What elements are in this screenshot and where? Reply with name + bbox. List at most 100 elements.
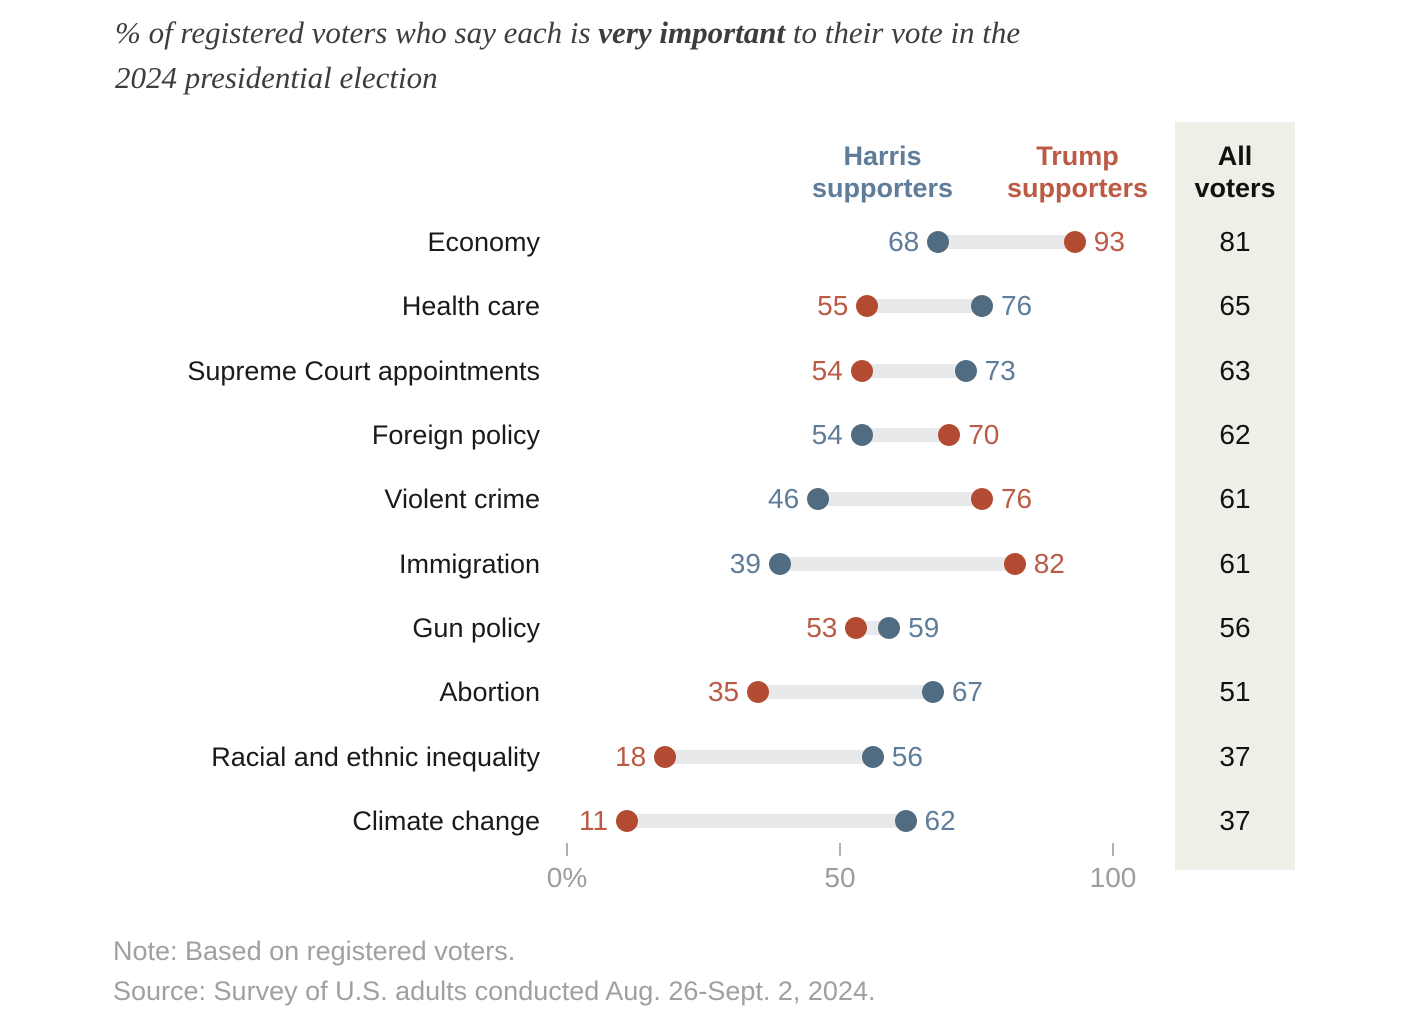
harris-dot — [921, 681, 944, 703]
category-label: Climate change — [352, 806, 540, 836]
chart-title: % of registered voters who say each is v… — [115, 10, 1305, 100]
all-voters-value: 81 — [1219, 226, 1251, 257]
all-voters-value: 61 — [1219, 548, 1251, 579]
harris-supporters-header: Harris supporters — [811, 141, 954, 203]
table-row: Climate change 11 62 37 — [0, 789, 1404, 853]
table-row: Economy 68 93 81 — [0, 210, 1404, 274]
dumbbell: 46 76 — [567, 467, 1113, 531]
dumbbell: 39 82 — [567, 532, 1113, 596]
all-voters-header: All voters — [1194, 141, 1276, 203]
all-voters-value: 37 — [1219, 805, 1251, 836]
harris-value: 68 — [888, 226, 920, 257]
harris-dot — [878, 617, 901, 639]
dumbbell: 54 73 — [567, 339, 1113, 403]
connector-bar — [867, 299, 982, 313]
table-row: Racial and ethnic inequality 18 56 37 — [0, 725, 1404, 789]
all-voters-value: 63 — [1219, 355, 1251, 386]
connector-bar — [779, 557, 1015, 571]
harris-dot — [954, 360, 977, 382]
trump-value: 18 — [615, 741, 647, 772]
harris-value: 62 — [924, 805, 956, 836]
harris-dot — [894, 810, 917, 832]
harris-value: 54 — [811, 419, 843, 450]
trump-dot — [856, 295, 879, 317]
harris-value: 39 — [729, 548, 761, 579]
connector-bar — [665, 750, 873, 764]
table-row: Health care 55 76 65 — [0, 274, 1404, 338]
axis-tick-label: 0% — [546, 862, 588, 893]
trump-dot — [970, 488, 993, 510]
table-row: Foreign policy 54 70 62 — [0, 403, 1404, 467]
harris-dot — [970, 295, 993, 317]
harris-value: 67 — [951, 676, 983, 707]
harris-value: 59 — [908, 612, 940, 643]
category-label: Abortion — [439, 677, 540, 707]
connector-bar — [861, 428, 950, 442]
trump-supporters-header: Trump supporters — [1006, 141, 1149, 203]
axis-tick-label: 50 — [824, 862, 856, 893]
dumbbell: 55 76 — [567, 274, 1113, 338]
dumbbell: 11 62 — [567, 789, 1113, 853]
harris-value: 56 — [891, 741, 923, 772]
trump-dot — [654, 746, 677, 768]
trump-dot — [1003, 553, 1026, 575]
source-text: Source: Survey of U.S. adults conducted … — [113, 976, 876, 1006]
harris-value: 73 — [984, 355, 1016, 386]
table-row: Supreme Court appointments 54 73 63 — [0, 339, 1404, 403]
dumbbell: 54 70 — [567, 403, 1113, 467]
category-label: Gun policy — [412, 613, 540, 643]
harris-dot — [927, 231, 950, 253]
all-voters-value: 37 — [1219, 741, 1251, 772]
trump-value: 93 — [1093, 226, 1125, 257]
table-row: Abortion 35 67 51 — [0, 660, 1404, 724]
chart-title-line2: 2024 presidential election — [115, 60, 438, 95]
table-row: Gun policy 53 59 56 — [0, 596, 1404, 660]
trump-dot — [747, 681, 770, 703]
harris-dot — [861, 746, 884, 768]
trump-value: 35 — [707, 676, 740, 707]
trump-dot — [845, 617, 868, 639]
harris-dot — [807, 488, 830, 510]
connector-bar — [861, 364, 966, 378]
axis-tick — [1112, 843, 1114, 856]
harris-value: 46 — [768, 483, 800, 514]
dumbbell: 68 93 — [567, 210, 1125, 274]
trump-value: 70 — [968, 419, 1000, 450]
trump-value: 55 — [817, 290, 849, 321]
connector-bar — [938, 235, 1075, 249]
all-voters-value: 61 — [1219, 483, 1251, 514]
trump-dot — [1063, 231, 1086, 253]
table-row: Violent crime 46 76 61 — [0, 467, 1404, 531]
category-label: Economy — [427, 227, 540, 257]
trump-value: 53 — [806, 612, 838, 643]
all-voters-value: 51 — [1219, 676, 1251, 707]
category-label: Racial and ethnic inequality — [211, 742, 540, 772]
trump-dot — [938, 424, 961, 446]
category-label: Foreign policy — [371, 420, 540, 450]
category-label: Health care — [401, 291, 540, 321]
all-voters-value: 65 — [1219, 290, 1251, 321]
category-label: Immigration — [398, 549, 540, 579]
trump-dot — [850, 360, 873, 382]
all-voters-value: 56 — [1219, 612, 1251, 643]
category-label: Violent crime — [384, 484, 540, 514]
note-text: Note: Based on registered voters. — [113, 936, 516, 966]
harris-dot — [768, 553, 791, 575]
trump-value: 76 — [1000, 483, 1033, 514]
dumbbell: 53 59 — [567, 596, 1113, 660]
dumbbell: 18 56 — [567, 725, 1113, 789]
trump-dot — [616, 810, 639, 832]
harris-value: 76 — [1000, 290, 1033, 321]
axis-tick — [566, 843, 568, 856]
axis-tick — [839, 843, 841, 856]
chart-title-suffix: to their vote in the — [785, 15, 1021, 50]
table-row: Immigration 39 82 61 — [0, 532, 1404, 596]
connector-bar — [758, 685, 933, 699]
all-voters-column-bg — [1175, 122, 1295, 870]
trump-value: 11 — [578, 805, 609, 836]
dumbbell: 35 67 — [567, 660, 1113, 724]
trump-value: 82 — [1033, 548, 1065, 579]
chart-title-emphasis: very important — [598, 15, 786, 50]
chart-title-prefix: % of registered voters who say each is — [115, 15, 599, 50]
harris-dot — [850, 424, 873, 446]
